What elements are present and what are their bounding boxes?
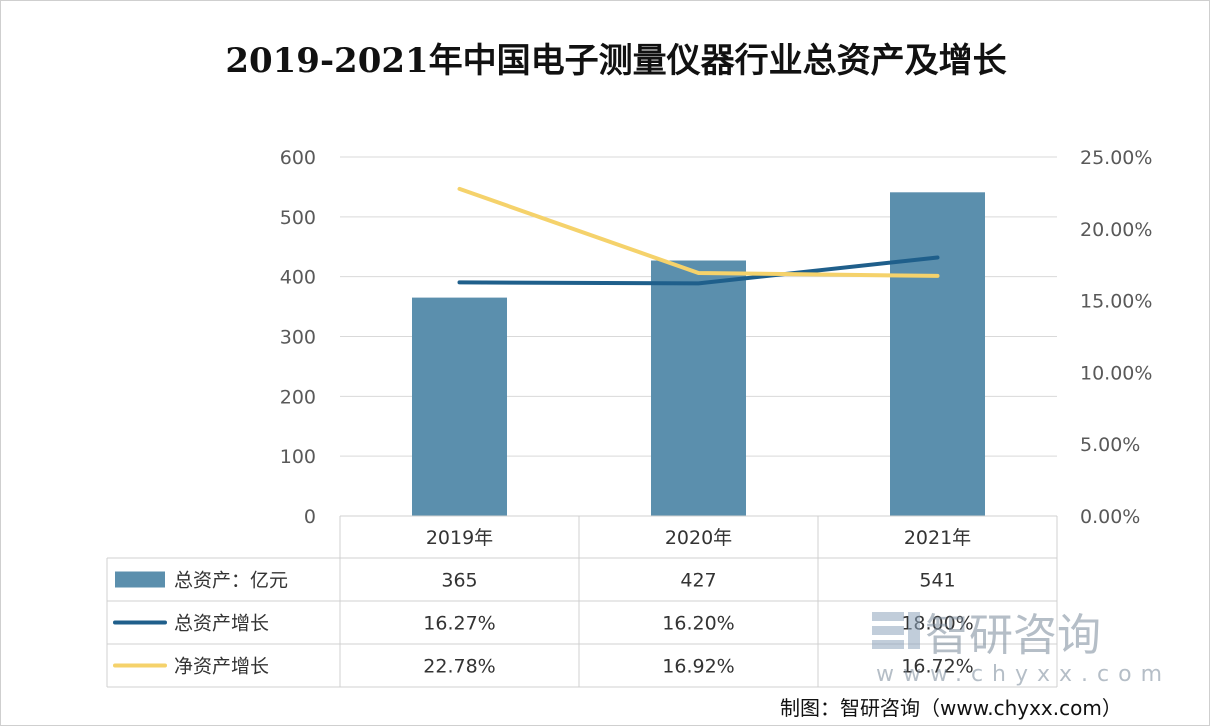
right-tick-label: 20.00% [1080, 219, 1152, 241]
data-label: 365 [441, 570, 477, 592]
left-axis-ticks: 0 100 200 300 400 500 600 [280, 147, 316, 528]
category-label: 2020年 [665, 527, 732, 549]
chart-title: 2019-2021年中国电子测量仪器行业总资产及增长 [225, 41, 1006, 81]
left-tick-label: 100 [280, 446, 316, 468]
series-name: 总资产：亿元 [174, 570, 288, 592]
bar-1 [651, 260, 746, 516]
series-name: 净资产增长 [174, 656, 269, 678]
line-series [457, 186, 940, 286]
left-tick-label: 400 [280, 267, 316, 289]
data-label: 427 [680, 570, 716, 592]
category-label: 2019年 [426, 527, 493, 549]
data-label: 16.92% [662, 656, 734, 678]
source-credit: 制图：智研咨询（www.chyxx.com） [780, 696, 1122, 720]
left-tick-label: 500 [280, 207, 316, 229]
watermark-url: www.chyxx.com [876, 662, 1171, 687]
category-label: 2021年 [904, 527, 971, 549]
data-label: 16.27% [423, 613, 495, 635]
right-tick-label: 25.00% [1080, 147, 1152, 169]
brand-logo-icon [872, 612, 920, 649]
right-tick-label: 5.00% [1080, 434, 1140, 456]
series-name: 总资产增长 [174, 613, 269, 635]
data-label: 16.72% [901, 656, 973, 678]
bar-0 [412, 297, 507, 516]
right-tick-label: 10.00% [1080, 362, 1152, 384]
data-label: 22.78% [423, 656, 495, 678]
legend-key-bar [115, 571, 165, 588]
bar-series [412, 192, 985, 516]
left-tick-label: 300 [280, 327, 316, 349]
watermark: 智研咨询 www.chyxx.com [872, 610, 1171, 687]
left-tick-label: 0 [304, 506, 316, 528]
watermark-brand: 智研咨询 [925, 610, 1101, 661]
left-tick-label: 600 [280, 147, 316, 169]
right-tick-label: 0.00% [1080, 506, 1140, 528]
right-axis-ticks: 0.00% 5.00% 10.00% 15.00% 20.00% 25.00% [1080, 147, 1152, 528]
data-label: 16.20% [662, 613, 734, 635]
right-tick-label: 15.00% [1080, 291, 1152, 313]
left-tick-label: 200 [280, 386, 316, 408]
bar-2 [890, 192, 985, 516]
data-label: 541 [919, 570, 955, 592]
